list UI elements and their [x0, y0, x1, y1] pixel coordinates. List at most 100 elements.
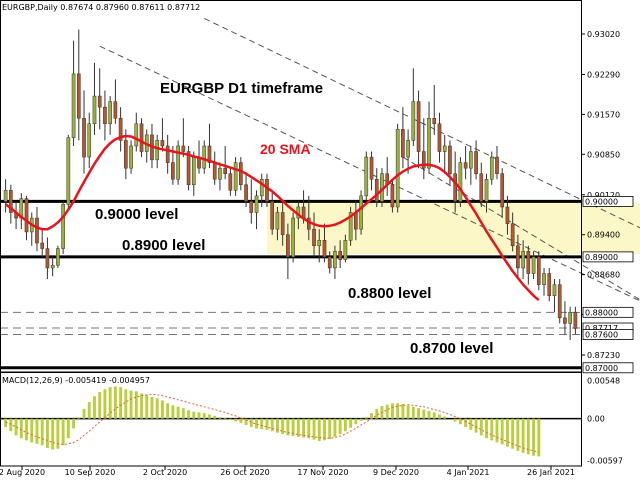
candle	[275, 206, 280, 241]
candle-body	[401, 129, 405, 158]
y-tick-label: 0.89400	[587, 231, 620, 240]
candle-body	[108, 101, 112, 125]
candle-body	[171, 162, 175, 180]
candle	[322, 223, 327, 263]
level-9000-annotation: 0.9000 level	[95, 206, 178, 223]
level-price-label: 0.90000	[585, 197, 618, 206]
candle	[82, 90, 86, 174]
candle	[56, 245, 60, 268]
candle-body	[348, 212, 353, 241]
candle	[421, 118, 426, 180]
candle-body	[390, 184, 395, 208]
candle-body	[374, 178, 379, 202]
candle-body	[437, 123, 442, 152]
candle-body	[186, 151, 191, 186]
candle	[35, 206, 39, 252]
candle	[45, 237, 50, 280]
candle-body	[280, 212, 285, 235]
candle-body	[24, 198, 29, 233]
candle	[427, 101, 431, 174]
candle	[317, 229, 322, 263]
candle	[160, 118, 165, 152]
candle-body	[395, 129, 400, 208]
candle-body	[359, 195, 363, 230]
candle	[233, 157, 238, 196]
candle-body	[364, 156, 369, 197]
candle	[484, 173, 489, 213]
candle	[61, 201, 65, 255]
candle-body	[505, 206, 510, 224]
macd-y-tick-label: -0.00597	[587, 456, 623, 465]
level-8900-annotation: 0.8900 level	[122, 237, 205, 254]
macd-y-tick-label: 0.00	[587, 415, 605, 424]
candle	[495, 145, 499, 180]
candle-body	[165, 145, 170, 163]
level-price-box	[582, 196, 634, 207]
candle-body	[202, 145, 207, 169]
candle	[155, 134, 160, 169]
y-tick-label: 0.87230	[587, 351, 620, 360]
candle	[280, 201, 285, 246]
macd-y-tick-label: 0.00548	[587, 376, 620, 385]
candle	[437, 112, 442, 163]
candle-body	[118, 117, 123, 141]
candle-body	[239, 162, 243, 186]
candle-body	[317, 239, 322, 247]
candle-body	[542, 273, 546, 285]
candle	[406, 129, 410, 174]
x-tick-label: 26 Jan 2021	[527, 468, 575, 477]
candle	[338, 240, 342, 268]
level-price-label: 0.87717	[585, 324, 618, 333]
candle-body	[484, 178, 489, 202]
level-price-label: 0.89000	[585, 253, 618, 262]
candle-body	[510, 223, 515, 247]
candle-body	[134, 123, 139, 147]
candle	[542, 267, 546, 296]
candle	[265, 173, 269, 207]
symbol-info-header: EURGBP,Daily 0.87674 0.87960 0.87611 0.8…	[2, 3, 200, 12]
candle	[249, 179, 254, 224]
candle	[348, 206, 353, 246]
candle	[516, 234, 520, 280]
candle-body	[531, 256, 536, 274]
candle-body	[322, 239, 327, 258]
level-8800-annotation: 0.8800 level	[348, 285, 431, 302]
candle-body	[61, 203, 65, 249]
candle-body	[521, 251, 525, 269]
level-price-box	[582, 362, 634, 374]
candle	[202, 140, 207, 174]
candle-body	[233, 162, 238, 191]
candle-body	[474, 151, 478, 174]
candle	[463, 145, 468, 180]
candle-body	[416, 101, 421, 152]
chart-title-annotation: EURGBP D1 timeframe	[160, 80, 323, 97]
candle-body	[312, 228, 316, 247]
candle	[139, 118, 144, 158]
candle	[364, 151, 369, 202]
candle-body	[568, 312, 572, 324]
candle	[359, 190, 363, 235]
candle-body	[87, 123, 92, 158]
candle	[223, 145, 227, 180]
candle-body	[103, 106, 107, 125]
candle	[500, 168, 505, 219]
candle	[432, 84, 437, 135]
candle	[176, 140, 180, 185]
candle-body	[71, 73, 76, 138]
candle-body	[82, 117, 86, 158]
candle-body	[35, 217, 39, 244]
candle	[563, 301, 567, 335]
candle	[218, 162, 222, 191]
candle	[103, 90, 107, 141]
candle	[244, 173, 248, 207]
candle-body	[92, 95, 97, 125]
candle	[557, 279, 562, 324]
candle-body	[212, 162, 217, 180]
candle-body	[557, 284, 562, 319]
y-tick-label: 0.93020	[587, 30, 620, 39]
candle	[50, 256, 55, 277]
candle	[165, 134, 170, 174]
candle-body	[338, 251, 342, 260]
candle-body	[176, 145, 180, 180]
